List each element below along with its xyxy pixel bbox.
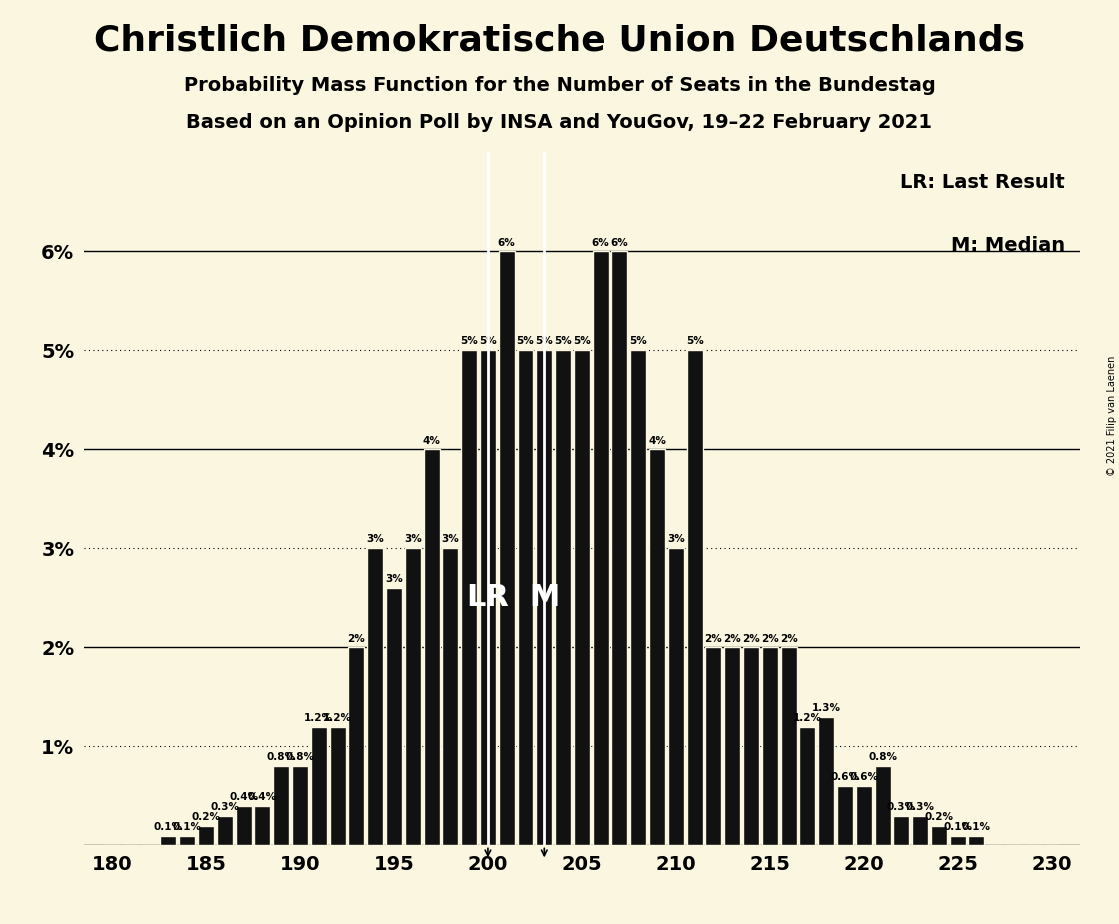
- Text: M: Median: M: Median: [951, 236, 1065, 255]
- Bar: [837, 786, 853, 845]
- Text: 1.2%: 1.2%: [304, 712, 333, 723]
- Bar: [292, 766, 308, 845]
- Text: © 2021 Filip van Laenen: © 2021 Filip van Laenen: [1107, 356, 1117, 476]
- Text: LR: LR: [467, 583, 509, 613]
- Text: 6%: 6%: [592, 237, 610, 248]
- Bar: [330, 726, 346, 845]
- Text: 6%: 6%: [611, 237, 629, 248]
- Bar: [950, 835, 966, 845]
- Text: 0.8%: 0.8%: [868, 752, 897, 762]
- Text: 0.1%: 0.1%: [962, 821, 991, 832]
- Text: 3%: 3%: [667, 534, 685, 544]
- Text: 1.2%: 1.2%: [793, 712, 821, 723]
- Bar: [724, 648, 740, 845]
- Text: Based on an Opinion Poll by INSA and YouGov, 19–22 February 2021: Based on an Opinion Poll by INSA and You…: [187, 113, 932, 132]
- Bar: [198, 826, 214, 845]
- Text: 0.4%: 0.4%: [229, 792, 258, 802]
- Bar: [348, 648, 365, 845]
- Bar: [912, 816, 928, 845]
- Text: 3%: 3%: [366, 534, 384, 544]
- Text: 0.1%: 0.1%: [943, 821, 972, 832]
- Text: 4%: 4%: [423, 435, 441, 445]
- Bar: [386, 588, 402, 845]
- Text: 0.4%: 0.4%: [248, 792, 278, 802]
- Bar: [461, 350, 477, 845]
- Text: M: M: [529, 583, 560, 613]
- Text: 0.1%: 0.1%: [172, 821, 201, 832]
- Text: 2%: 2%: [761, 634, 779, 643]
- Text: 0.2%: 0.2%: [191, 811, 220, 821]
- Bar: [856, 786, 872, 845]
- Text: 0.8%: 0.8%: [266, 752, 295, 762]
- Text: 3%: 3%: [385, 574, 403, 584]
- Text: 2%: 2%: [723, 634, 741, 643]
- Bar: [555, 350, 571, 845]
- Bar: [611, 251, 628, 845]
- Text: 0.3%: 0.3%: [887, 802, 915, 812]
- Text: Christlich Demokratische Union Deutschlands: Christlich Demokratische Union Deutschla…: [94, 23, 1025, 57]
- Bar: [668, 549, 684, 845]
- Bar: [705, 648, 722, 845]
- Bar: [574, 350, 590, 845]
- Text: Probability Mass Function for the Number of Seats in the Bundestag: Probability Mass Function for the Number…: [184, 76, 935, 95]
- Bar: [818, 717, 834, 845]
- Text: 0.8%: 0.8%: [285, 752, 314, 762]
- Bar: [424, 449, 440, 845]
- Bar: [311, 726, 327, 845]
- Bar: [743, 648, 759, 845]
- Text: 5%: 5%: [629, 336, 647, 346]
- Bar: [367, 549, 383, 845]
- Text: 5%: 5%: [554, 336, 572, 346]
- Text: 5%: 5%: [573, 336, 591, 346]
- Text: 2%: 2%: [705, 634, 722, 643]
- Bar: [179, 835, 195, 845]
- Text: 3%: 3%: [442, 534, 459, 544]
- Bar: [160, 835, 177, 845]
- Bar: [593, 251, 609, 845]
- Bar: [536, 350, 553, 845]
- Bar: [442, 549, 459, 845]
- Text: 0.6%: 0.6%: [849, 772, 878, 782]
- Text: 2%: 2%: [742, 634, 760, 643]
- Text: 2%: 2%: [780, 634, 798, 643]
- Text: 5%: 5%: [517, 336, 535, 346]
- Bar: [969, 835, 985, 845]
- Bar: [687, 350, 703, 845]
- Text: 0.2%: 0.2%: [924, 811, 953, 821]
- Bar: [517, 350, 534, 845]
- Text: LR: Last Result: LR: Last Result: [900, 174, 1065, 192]
- Bar: [875, 766, 891, 845]
- Bar: [254, 806, 271, 845]
- Bar: [799, 726, 816, 845]
- Bar: [762, 648, 778, 845]
- Text: 5%: 5%: [479, 336, 497, 346]
- Text: 4%: 4%: [648, 435, 666, 445]
- Text: 0.3%: 0.3%: [210, 802, 239, 812]
- Bar: [781, 648, 797, 845]
- Text: 1.3%: 1.3%: [811, 703, 840, 712]
- Bar: [405, 549, 421, 845]
- Text: 5%: 5%: [535, 336, 553, 346]
- Text: 2%: 2%: [348, 634, 365, 643]
- Text: 5%: 5%: [460, 336, 478, 346]
- Bar: [236, 806, 252, 845]
- Bar: [499, 251, 515, 845]
- Text: 0.3%: 0.3%: [905, 802, 934, 812]
- Text: 5%: 5%: [686, 336, 704, 346]
- Text: 3%: 3%: [404, 534, 422, 544]
- Text: 0.1%: 0.1%: [154, 821, 184, 832]
- Bar: [217, 816, 233, 845]
- Bar: [630, 350, 647, 845]
- Text: 6%: 6%: [498, 237, 516, 248]
- Text: 0.6%: 0.6%: [830, 772, 859, 782]
- Bar: [893, 816, 910, 845]
- Bar: [931, 826, 947, 845]
- Bar: [649, 449, 665, 845]
- Bar: [480, 350, 496, 845]
- Text: 1.2%: 1.2%: [323, 712, 352, 723]
- Bar: [273, 766, 289, 845]
